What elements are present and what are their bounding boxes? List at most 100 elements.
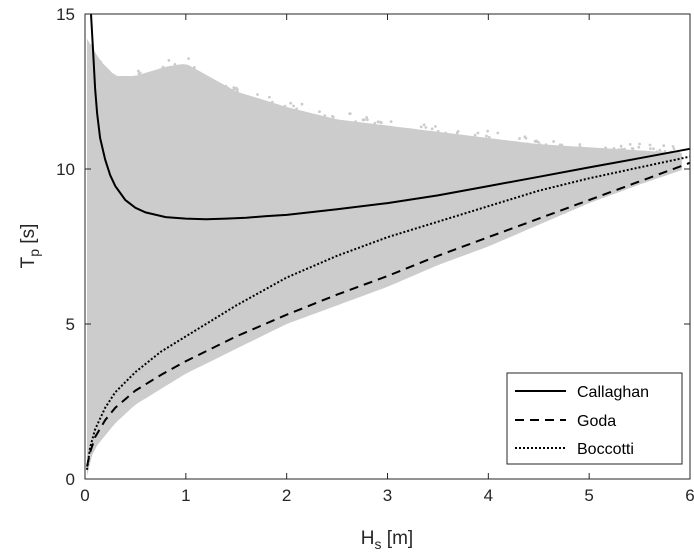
legend: Callaghan Goda Boccotti — [506, 372, 683, 465]
scatter-point — [659, 155, 663, 159]
scatter-point — [297, 133, 301, 137]
scatter-point — [248, 135, 251, 139]
scatter-point — [421, 146, 424, 150]
scatter-point — [587, 151, 590, 155]
scatter-point — [104, 66, 107, 70]
scatter-point — [354, 120, 358, 123]
scatter-point — [658, 148, 662, 152]
scatter-point — [318, 110, 321, 113]
scatter-point — [584, 160, 588, 164]
x-axis-label: Hs [m] — [361, 528, 413, 552]
scatter-point — [578, 145, 582, 149]
scatter-point — [190, 84, 194, 88]
scatter-point — [228, 133, 232, 137]
x-tick-label: 5 — [584, 486, 593, 505]
scatter-point — [135, 156, 138, 160]
scatter-point — [365, 128, 369, 132]
scatter-point — [476, 131, 480, 135]
scatter-point — [176, 73, 180, 76]
scatter-point — [215, 86, 219, 90]
scatter-point — [129, 90, 132, 94]
scatter-point — [677, 151, 681, 155]
scatter-point — [169, 66, 173, 70]
scatter-point — [487, 135, 491, 139]
scatter-point — [182, 148, 186, 152]
y-tick-label: 5 — [66, 315, 75, 334]
scatter-point — [299, 113, 302, 117]
scatter-point — [226, 130, 229, 134]
x-tick-label: 6 — [685, 486, 694, 505]
scatter-density-area — [87, 38, 682, 476]
scatter-point — [544, 143, 548, 147]
scatter-point — [171, 66, 175, 70]
scatter-point — [411, 130, 415, 134]
scatter-point — [376, 126, 380, 129]
scatter-point — [159, 78, 163, 81]
scatter-point — [360, 164, 364, 168]
scatter-point — [236, 98, 240, 102]
scatter-point — [424, 131, 428, 134]
scatter-point — [578, 158, 582, 162]
y-tick-label: 15 — [56, 5, 75, 24]
scatter-point — [534, 140, 538, 144]
scatter-point — [560, 143, 564, 147]
scatter-point — [230, 127, 234, 131]
scatter-point — [322, 159, 326, 163]
scatter-point — [511, 150, 515, 153]
scatter-point — [122, 76, 125, 80]
scatter-point — [378, 120, 382, 124]
scatter-point — [649, 147, 652, 151]
scatter-point — [347, 122, 351, 126]
scatter-point — [323, 114, 327, 117]
scatter-point — [448, 136, 452, 140]
scatter-point — [663, 150, 667, 153]
scatter-point — [271, 128, 275, 132]
scatter-point — [652, 147, 655, 151]
scatter-point — [102, 71, 106, 75]
scatter-point — [548, 153, 552, 157]
series-line-goda — [86, 161, 691, 467]
scatter-point — [430, 127, 434, 131]
scatter-point — [357, 161, 361, 165]
scatter-point — [484, 164, 487, 168]
scatter-point — [259, 122, 263, 126]
scatter-point — [227, 123, 231, 127]
scatter-point — [148, 152, 152, 156]
legend-label-boccotti: Boccotti — [577, 441, 634, 458]
scatter-point — [578, 143, 582, 146]
scatter-point — [529, 148, 533, 152]
scatter-point — [369, 149, 372, 153]
scatter-point — [601, 153, 604, 157]
scatter-point — [424, 126, 428, 129]
scatter-point — [365, 168, 369, 172]
scatter-point — [333, 126, 337, 129]
scatter-point — [119, 84, 122, 88]
scatter-point — [610, 148, 613, 152]
scatter-point — [359, 170, 362, 174]
scatter-point — [138, 71, 142, 75]
scatter-point — [504, 171, 508, 175]
scatter-point — [638, 142, 641, 146]
scatter-point — [90, 95, 94, 98]
scatter-point — [172, 69, 175, 73]
scatter-point — [163, 114, 167, 118]
scatter-point — [118, 171, 121, 175]
scatter-point — [239, 118, 243, 122]
scatter-point — [145, 105, 149, 109]
scatter-point — [326, 156, 330, 160]
scatter-point — [389, 126, 393, 130]
scatter-point — [436, 130, 440, 133]
scatter-point — [382, 164, 386, 168]
scatter-point — [251, 101, 255, 105]
scatter-point — [662, 144, 666, 148]
scatter-point — [434, 125, 437, 128]
scatter-point — [531, 156, 534, 159]
scatter-point — [292, 104, 295, 108]
scatter-point — [623, 147, 626, 151]
scatter-point — [506, 152, 510, 156]
scatter-point — [90, 177, 94, 181]
scatter-point — [135, 169, 139, 173]
scatter-point — [493, 148, 497, 152]
scatter-point — [332, 119, 336, 122]
scatter-point — [672, 153, 676, 156]
